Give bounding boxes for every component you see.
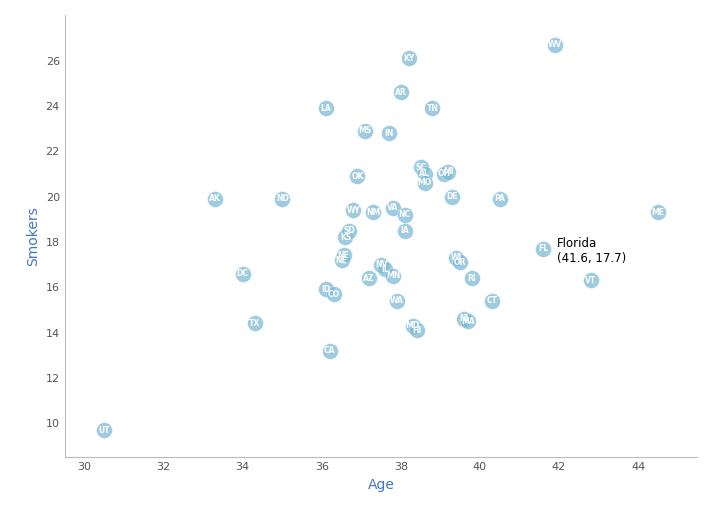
Text: NE: NE [338,251,349,260]
Point [367,208,379,216]
Point [538,245,549,253]
Point [209,195,221,203]
Text: FL: FL [538,244,549,253]
Point [375,261,387,269]
Point [360,127,371,135]
Point [387,272,398,280]
Point [494,195,505,203]
Text: LA: LA [321,104,331,113]
Text: ND: ND [276,195,288,203]
Text: MD: MD [406,321,420,330]
Text: MO: MO [418,178,431,187]
Text: DC: DC [237,269,249,278]
Text: MI: MI [443,167,454,176]
Text: PA: PA [494,195,505,203]
Text: TN: TN [426,104,439,113]
Point [237,270,248,278]
Text: DE: DE [446,192,458,201]
Point [320,285,331,294]
Point [454,258,466,266]
Text: NC: NC [399,210,411,219]
Point [383,129,395,137]
Text: TX: TX [249,319,260,328]
Point [399,211,411,219]
Text: IN: IN [384,129,394,138]
Text: NJ: NJ [459,314,469,324]
Point [387,204,398,212]
Point [415,163,426,171]
Point [399,227,411,235]
Point [486,297,498,305]
Text: CO: CO [328,290,339,299]
Point [407,322,418,330]
Text: MN: MN [386,271,400,280]
Point [363,274,375,282]
Text: AZ: AZ [364,274,375,282]
Point [418,170,430,178]
Point [391,297,403,305]
Point [458,315,470,323]
Point [652,208,664,216]
Text: NM: NM [366,208,380,217]
Point [549,41,561,49]
Text: IL: IL [381,265,389,274]
Text: RI: RI [467,274,477,282]
Point [352,172,363,180]
Text: WV: WV [548,40,562,49]
Point [426,104,438,112]
Point [328,290,339,298]
Point [439,170,450,178]
Text: VT: VT [585,276,596,285]
Text: WI: WI [451,253,462,262]
Text: UT: UT [99,426,110,434]
Text: ME: ME [651,208,664,217]
Text: OH: OH [438,169,451,178]
Y-axis label: Smokers: Smokers [26,206,40,266]
Text: SD: SD [344,226,355,235]
Text: ID: ID [321,285,330,294]
Text: KY: KY [403,54,414,63]
Point [380,265,391,273]
Point [324,346,336,355]
Text: MA: MA [462,316,475,326]
Point [336,256,347,264]
Point [344,227,355,235]
Point [462,317,474,325]
Text: NV: NV [375,260,388,269]
Text: KS: KS [340,233,351,242]
Point [403,54,415,62]
Text: CT: CT [486,296,498,305]
Point [466,274,477,282]
Text: IA: IA [400,226,409,235]
Text: AL: AL [419,169,430,178]
Text: AK: AK [209,195,221,203]
Point [443,168,454,176]
Point [418,179,430,187]
Point [585,276,596,284]
Point [99,426,110,434]
Text: OR: OR [454,258,467,267]
Text: CA: CA [324,346,335,355]
Text: HI: HI [412,326,421,335]
Text: Florida
(41.6, 17.7): Florida (41.6, 17.7) [557,237,626,265]
Point [249,320,260,328]
Text: VA: VA [388,203,398,212]
Text: SC: SC [415,163,426,172]
Point [276,195,288,203]
Text: OK: OK [351,172,364,181]
Point [338,251,349,260]
Text: WY: WY [347,206,360,215]
Text: AR: AR [395,88,407,97]
Point [446,193,458,201]
Point [347,206,359,214]
Text: MS: MS [359,126,372,135]
Point [411,326,422,334]
Text: NE: NE [336,256,347,265]
X-axis label: Age: Age [367,478,395,492]
Text: WA: WA [390,296,404,305]
Point [395,88,406,97]
Point [450,253,462,262]
Point [320,104,331,112]
Point [339,233,351,241]
